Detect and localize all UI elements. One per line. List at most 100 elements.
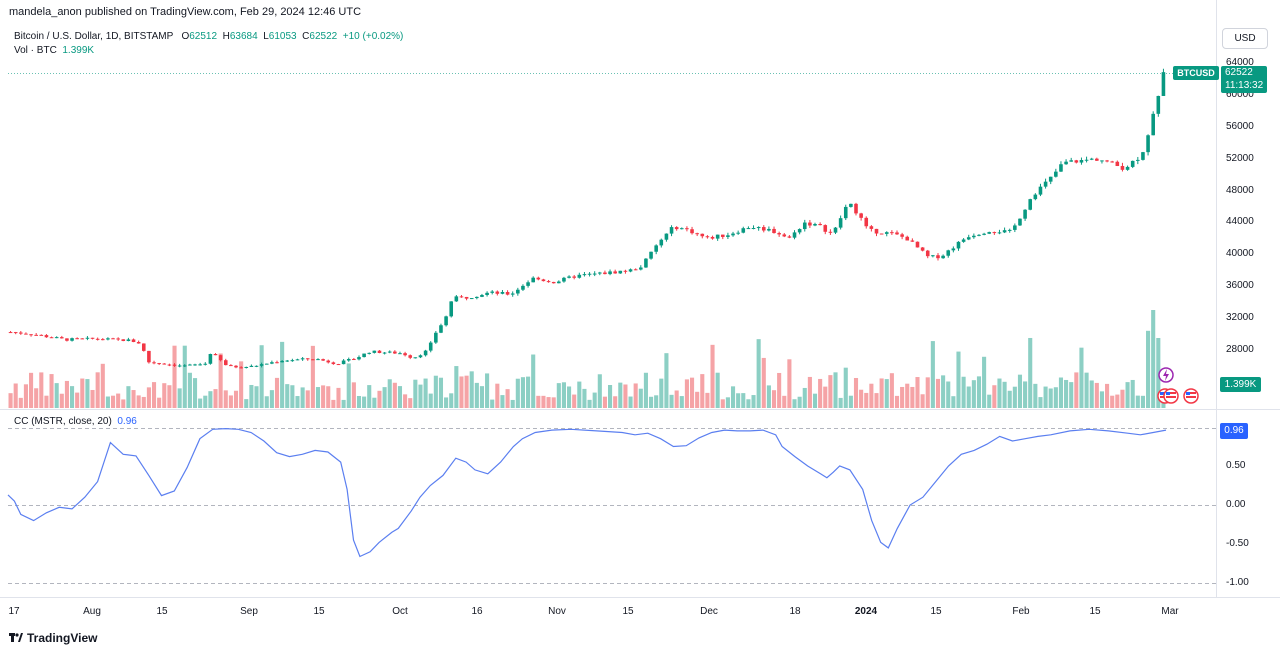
volume-bar [638, 388, 643, 408]
candle-body [1151, 113, 1155, 136]
volume-bar [654, 395, 659, 408]
volume-bar [541, 395, 546, 408]
volume-bar [628, 396, 633, 408]
lightning-icon[interactable] [1158, 367, 1174, 383]
volume-bar [864, 392, 869, 408]
candle-body [1141, 152, 1145, 160]
candle-body [1002, 230, 1007, 233]
volume-bar [597, 374, 602, 408]
volume-bar [1084, 372, 1089, 408]
volume-bar [1023, 381, 1028, 408]
volume-bar [351, 382, 356, 408]
volume-bar [1043, 386, 1048, 408]
volume-bar [777, 372, 782, 408]
volume-bar [100, 363, 105, 408]
volume-bar [966, 386, 971, 408]
candle-body [720, 234, 725, 237]
volume-bar [310, 345, 315, 408]
volume-bar [689, 377, 695, 408]
candle-body [890, 232, 894, 234]
volume-bar [213, 389, 218, 408]
us-flag-icon[interactable] [1183, 388, 1199, 404]
volume-bar [208, 391, 213, 408]
volume-bar [818, 378, 823, 408]
price-tick: 48000 [1226, 184, 1254, 196]
volume-bar [64, 380, 69, 408]
volume-bar [920, 394, 925, 408]
volume-bar [1099, 391, 1105, 408]
candle-body [213, 354, 218, 356]
price-tag-countdown: 11:13:32 [1225, 80, 1264, 91]
cc-tick: 0.50 [1226, 460, 1246, 471]
volume-bar [874, 393, 879, 408]
candle-body [1110, 161, 1114, 163]
cc-label[interactable]: CC (MSTR, close, 20) [14, 416, 112, 427]
candle-body [198, 364, 202, 366]
volume-bar [1140, 395, 1145, 408]
volume-bar [182, 345, 187, 408]
candle-body [111, 338, 115, 340]
candle-body [1028, 199, 1033, 210]
candle-body [500, 292, 505, 294]
candle-body [613, 271, 617, 274]
time-tick: 17 [8, 606, 20, 617]
candle-body [341, 360, 346, 365]
candle-body [152, 362, 156, 364]
candle-body [270, 362, 274, 364]
candle-body [454, 296, 459, 302]
volume-bar [126, 386, 131, 408]
volume-bar [438, 377, 444, 408]
volume-bar [1007, 390, 1012, 408]
volume-bar [479, 386, 485, 408]
volume-bar [454, 366, 459, 408]
candle-body [116, 338, 120, 340]
currency-button[interactable]: USD [1222, 28, 1268, 49]
volume-bar [633, 383, 638, 408]
volume-bar [715, 372, 720, 408]
candle-body [598, 272, 602, 274]
volume-bar [162, 383, 167, 408]
time-tick: Oct [392, 606, 408, 617]
volume-bar [859, 389, 864, 408]
volume-bar [444, 397, 449, 408]
time-tick: 2024 [854, 606, 878, 617]
time-tick: 16 [471, 606, 483, 617]
volume-bar [336, 387, 341, 408]
candle-body [275, 362, 279, 364]
candle-body [756, 227, 761, 229]
candle-body [1048, 176, 1053, 182]
us-flag-icon[interactable] [1163, 388, 1179, 404]
volume-bar [54, 383, 59, 408]
candle-body [690, 229, 694, 234]
candle-body [387, 351, 392, 353]
volume-bar [315, 387, 321, 408]
volume-bar [976, 376, 982, 408]
volume-bar [720, 399, 725, 408]
symbol-title[interactable]: Bitcoin / U.S. Dollar, 1D, BITSTAMP [14, 31, 174, 42]
candle-body [398, 353, 402, 355]
tradingview-logo[interactable]: TradingView [9, 631, 97, 645]
volume-bar [244, 399, 249, 408]
change-value: +10 (+0.02%) [342, 31, 404, 42]
candle-body [495, 291, 500, 294]
candle-body [1084, 159, 1089, 161]
candle-body [1033, 194, 1038, 200]
candle-body [464, 296, 469, 299]
candle-body [669, 227, 674, 234]
volume-bar [766, 385, 771, 408]
candle-body [1130, 160, 1135, 167]
candle-body [29, 334, 33, 336]
volume-bar [787, 359, 792, 408]
price-tick: 44000 [1226, 216, 1254, 228]
volume-label[interactable]: Vol · BTC [14, 45, 57, 56]
close-label: C [302, 31, 310, 42]
volume-bar [1156, 338, 1161, 408]
candle-body [121, 339, 126, 342]
candle-body [592, 273, 597, 275]
volume-bar [321, 385, 326, 408]
close-value: 62522 [309, 31, 338, 42]
candle-body [423, 350, 428, 356]
volume-bar [894, 395, 900, 408]
candle-body [541, 279, 546, 282]
